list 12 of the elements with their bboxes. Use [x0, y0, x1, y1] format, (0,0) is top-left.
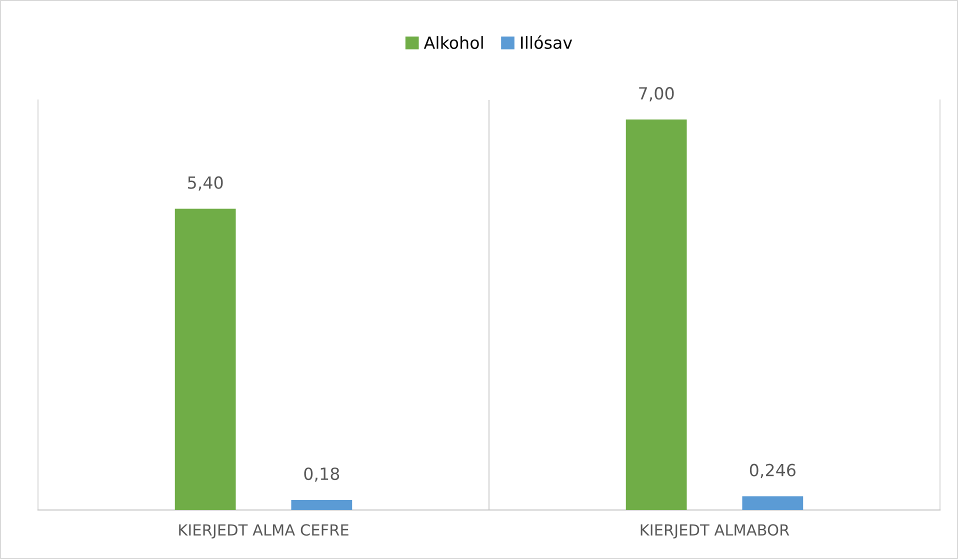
legend-label: Alkohol	[424, 36, 483, 49]
bar	[626, 120, 687, 510]
bar	[742, 496, 804, 510]
x-tick-label: KIERJEDT ALMABOR	[640, 524, 790, 539]
bar	[174, 208, 236, 510]
data-label: 0,18	[304, 467, 340, 482]
data-label: 7,00	[639, 87, 674, 102]
legend-label: Illósav	[521, 35, 572, 49]
x-tick-label: KIERJEDT ALMA CEFRE	[179, 524, 348, 539]
data-label: 0,246	[750, 464, 796, 478]
bar	[291, 500, 352, 510]
data-label: 5,40	[188, 176, 223, 191]
